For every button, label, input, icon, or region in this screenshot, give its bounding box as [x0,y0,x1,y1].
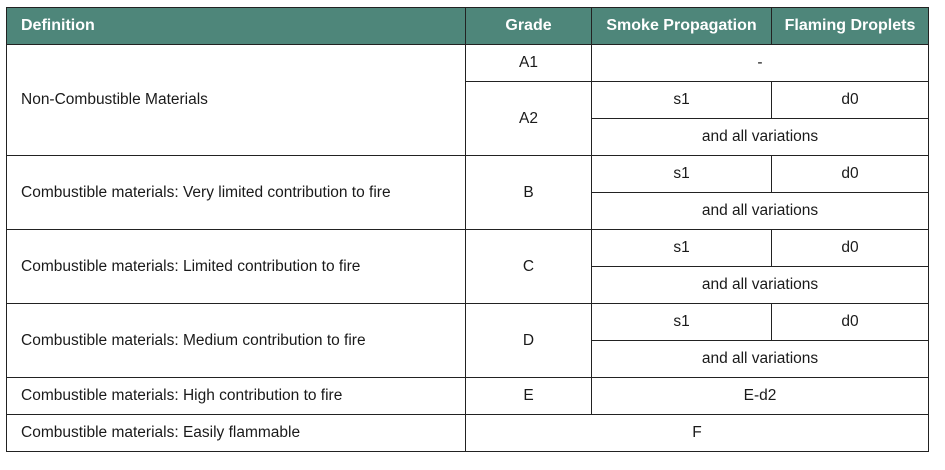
table-row: and all variations [7,192,929,230]
definition-cell: Combustible materials: Medium contributi… [6,303,466,378]
definition-cell: Non-Combustible Materials [6,44,466,156]
definition-cell: Combustible materials: High contribution… [6,377,466,415]
table-row: Combustible materials: Limited contribut… [6,229,929,304]
table-row: and all variations [7,266,929,304]
value-cell: F [465,414,929,452]
value-cell: E-d2 [591,377,929,415]
table-row: Combustible materials: Medium contributi… [6,303,929,378]
header-droplets: Flaming Droplets [771,7,929,45]
smoke-cell: s1 [591,229,772,267]
smoke-cell: s1 [591,155,772,193]
definition-cell: Combustible materials: Limited contribut… [6,229,466,304]
variations-cell: and all variations [591,340,929,378]
definition-cell: Combustible materials: Easily flammable [6,414,466,452]
value-cell: - [591,44,929,82]
grade-cell: A1 [465,44,592,82]
table-row: and all variations [7,340,929,378]
fire-classification-table: Definition Grade Smoke Propagation Flami… [6,7,929,452]
table-row: Combustible materials: Very limited cont… [6,155,929,230]
variations-cell: and all variations [591,192,929,230]
grade-cell: A2 [465,81,592,156]
droplets-cell: d0 [771,303,929,341]
table-row: Non-Combustible Materials A1 - [6,44,929,156]
table-row: A2 s1 d0 [7,81,929,156]
table-row: and all variations [7,118,929,156]
smoke-cell: s1 [591,81,772,119]
droplets-cell: d0 [771,229,929,267]
droplets-cell: d0 [771,155,929,193]
grade-cell: D [465,303,592,378]
header-definition: Definition [6,7,466,45]
droplets-cell: d0 [771,81,929,119]
header-row: Definition Grade Smoke Propagation Flami… [6,7,929,45]
variations-cell: and all variations [591,118,929,156]
table-row: Combustible materials: Easily flammable … [6,414,929,452]
variations-cell: and all variations [591,266,929,304]
header-grade: Grade [465,7,592,45]
grade-cell: C [465,229,592,304]
header-smoke: Smoke Propagation [591,7,772,45]
smoke-cell: s1 [591,303,772,341]
table-row: Combustible materials: High contribution… [6,377,929,415]
definition-cell: Combustible materials: Very limited cont… [6,155,466,230]
grade-cell: E [465,377,592,415]
grade-cell: B [465,155,592,230]
